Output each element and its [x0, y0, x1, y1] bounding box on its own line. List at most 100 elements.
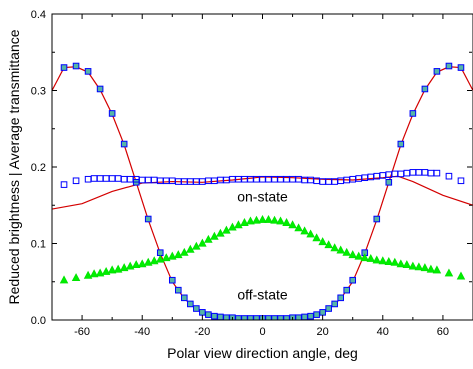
data-point [174, 250, 183, 259]
data-point [397, 140, 405, 148]
data-point [343, 286, 350, 294]
data-point [349, 276, 357, 284]
data-point [204, 234, 213, 243]
data-point [113, 264, 123, 273]
data-point [137, 259, 147, 268]
x-tick-label: 20 [317, 326, 329, 338]
data-point [445, 172, 453, 180]
x-tick-label: 0 [259, 326, 265, 338]
data-point [199, 309, 206, 316]
data-point [408, 261, 418, 270]
data-point [216, 228, 225, 237]
data-point [319, 309, 326, 316]
data-point [318, 237, 327, 246]
data-point [348, 250, 357, 259]
plot-series [52, 62, 473, 320]
data-point [144, 215, 152, 223]
data-point [234, 220, 243, 229]
y-tick-label: 0.2 [31, 162, 46, 174]
x-tick-label: -40 [134, 326, 150, 338]
x-axis-title: Polar view direction angle, deg [167, 345, 358, 361]
data-point [385, 179, 393, 186]
data-point [331, 300, 338, 308]
data-point [433, 169, 441, 177]
data-point [337, 294, 344, 302]
data-point [324, 240, 333, 249]
data-point [198, 238, 207, 247]
data-point [270, 215, 279, 224]
data-point [71, 273, 81, 282]
data-point [168, 251, 177, 260]
data-point [186, 244, 195, 253]
data-point [330, 243, 339, 252]
data-point [282, 218, 291, 226]
series-4 [59, 214, 466, 284]
data-point [60, 181, 68, 188]
annotation-label: off-state [237, 286, 288, 302]
data-point [181, 294, 188, 302]
data-point [211, 312, 218, 320]
data-point [258, 214, 267, 223]
data-point [168, 276, 176, 284]
x-axis-ticks: -60 -40 -20 0 20 40 60 [51, 14, 473, 338]
data-point [390, 257, 400, 266]
data-point [156, 249, 164, 256]
data-point [421, 85, 429, 93]
data-point [228, 222, 237, 231]
data-point [288, 220, 297, 229]
data-point [457, 64, 465, 71]
data-point [396, 259, 406, 268]
data-point [444, 268, 454, 277]
data-point [300, 226, 309, 235]
data-point [125, 261, 135, 270]
data-point [342, 247, 351, 256]
data-point [72, 62, 80, 70]
y-axis-ticks: 0.0 0.1 0.2 0.3 0.4 [31, 9, 472, 327]
data-point [306, 229, 315, 238]
data-point [426, 264, 436, 273]
data-point [149, 256, 159, 265]
data-point [432, 265, 442, 274]
data-point [301, 313, 308, 320]
x-tick-label: 60 [437, 326, 449, 338]
y-axis-title: Reduced brightness | Average transmittan… [6, 29, 22, 304]
annotations: on-state off-state [237, 188, 288, 302]
data-point [313, 311, 320, 318]
data-point [354, 251, 363, 260]
data-point [175, 286, 182, 294]
data-point [366, 253, 376, 262]
data-point [445, 62, 453, 70]
data-point [95, 268, 105, 277]
data-point [276, 216, 285, 225]
data-point [336, 245, 345, 254]
data-point [420, 263, 430, 272]
data-point [433, 68, 441, 75]
data-point [192, 241, 201, 250]
data-point [217, 313, 224, 320]
data-point [264, 214, 273, 223]
data-point [222, 225, 231, 234]
y-tick-label: 0.0 [31, 315, 46, 327]
data-point [373, 215, 381, 223]
data-point [294, 223, 303, 232]
data-point [120, 140, 128, 148]
data-point [83, 270, 93, 279]
y-tick-label: 0.1 [31, 239, 46, 251]
x-tick-label: -60 [74, 326, 90, 338]
data-point [84, 68, 92, 75]
data-point [156, 254, 165, 263]
data-point [378, 256, 388, 265]
data-point [187, 300, 194, 308]
data-point [180, 247, 189, 256]
data-point [131, 260, 141, 269]
data-point [325, 305, 332, 312]
data-point [143, 257, 153, 266]
data-point [246, 216, 255, 225]
data-point [409, 110, 417, 117]
data-point [307, 312, 314, 320]
data-point [119, 263, 129, 272]
data-point [414, 262, 424, 271]
x-tick-label: -20 [194, 326, 210, 338]
